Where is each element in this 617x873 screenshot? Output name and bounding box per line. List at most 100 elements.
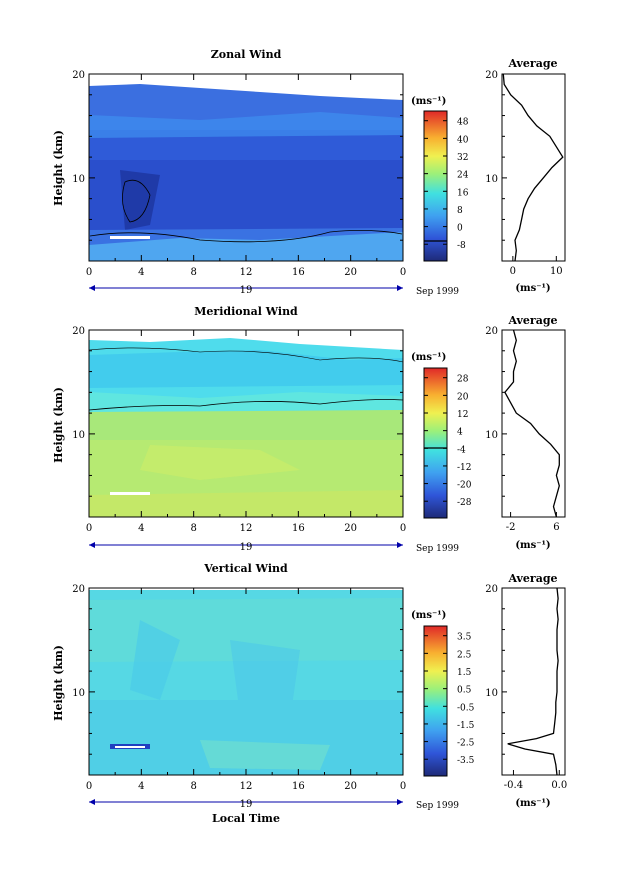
x-tick-label: 12 (240, 781, 253, 792)
profile-title: Average (507, 57, 557, 70)
profile-y-tick-label: 20 (485, 70, 498, 81)
x-tick-label: 20 (344, 523, 357, 534)
colorbar-unit: (ms⁻¹) (411, 96, 446, 107)
colorbar-tick-label: 8 (457, 206, 463, 216)
day-bar: 19 Sep 1999 (89, 542, 459, 554)
x-tick-label: 0 (400, 523, 406, 534)
colorbar-tick-label: 4 (457, 428, 463, 438)
profile-y-tick-label: 20 (485, 326, 498, 337)
y-tick-label: 10 (72, 688, 85, 699)
heatmap-field (88, 338, 404, 517)
x-tick-label: 20 (344, 781, 357, 792)
profile-y-tick-label: 10 (485, 688, 498, 699)
y-tick-label: 10 (72, 430, 85, 441)
colorbar: (ms⁻¹) 28 20 12 4 -4 -12 -20 -28 (411, 352, 472, 519)
colorbar-tick-label: -3.5 (457, 756, 475, 766)
colorbar-tick-label: -8 (457, 241, 466, 251)
day-label: 19 (240, 542, 253, 553)
x-tick-label: 20 (344, 267, 357, 278)
day-label: 19 (240, 799, 253, 810)
x-tick-label: 0 (86, 267, 92, 278)
profile-panel: Average 0 10 10 20 (ms⁻¹) (485, 57, 566, 294)
panel-meridional: Meridional Wind 0 4 8 12 16 20 0 10 20 Height (k… (52, 305, 566, 554)
colorbar-tick-label: 48 (457, 118, 469, 128)
colorbar: (ms⁻¹) 48 40 32 24 16 8 0 -8 (411, 96, 469, 262)
profile-x-tick-label: 0 (510, 266, 516, 277)
x-tick-label: 16 (292, 523, 305, 534)
colorbar-tick-label: 0.5 (457, 686, 472, 696)
x-tick-label: 0 (86, 781, 92, 792)
y-tick-label: 20 (72, 584, 85, 595)
profile-line (502, 73, 564, 262)
x-tick-label: 0 (400, 267, 406, 278)
colorbar-tick-label: -2.5 (457, 739, 475, 749)
profile-y-tick-label: 10 (485, 174, 498, 185)
profile-frame (501, 73, 566, 262)
profile-xlabel: (ms⁻¹) (515, 540, 550, 551)
colorbar-tick-label: 24 (457, 171, 469, 181)
x-tick-label: 16 (292, 267, 305, 278)
profile-y-tick-label: 10 (485, 430, 498, 441)
profile-y-tick-label: 20 (485, 584, 498, 595)
profile-frame (501, 587, 566, 776)
heatmap-axes: 0 4 8 12 16 20 0 10 20 (72, 584, 406, 792)
colorbar-tick-label: -20 (457, 481, 472, 491)
x-tick-label: 8 (190, 267, 196, 278)
x-tick-label: 4 (138, 267, 144, 278)
profile-line (507, 587, 559, 776)
colorbar-tick-label: 3.5 (457, 633, 472, 643)
colorbar-tick-label: 28 (457, 375, 469, 385)
y-axis-label: Height (km) (52, 387, 65, 463)
heatmap-axes: 0 4 8 12 16 20 0 10 20 (72, 70, 406, 278)
x-tick-label: 8 (190, 523, 196, 534)
day-bar: 19 Sep 1999 (89, 285, 459, 297)
y-tick-label: 20 (72, 70, 85, 81)
profile-panel: Average -0.4 0.0 10 20 (ms⁻¹) (485, 572, 567, 809)
date-label: Sep 1999 (416, 801, 459, 811)
panel-title: Vertical Wind (203, 562, 288, 575)
day-label: 19 (240, 285, 253, 296)
date-label: Sep 1999 (416, 544, 459, 554)
colorbar-tick-label: -1.5 (457, 721, 475, 731)
colorbar-tick-label: 2.5 (457, 650, 472, 660)
colorbar-unit: (ms⁻¹) (411, 352, 446, 363)
colorbar-tick-label: -4 (457, 445, 466, 455)
colorbar-tick-label: 16 (457, 188, 469, 198)
profile-x-tick-label: -2 (506, 522, 516, 533)
x-axis-label: Local Time (212, 812, 280, 825)
colorbar-swatch (423, 110, 448, 262)
profile-xlabel: (ms⁻¹) (515, 283, 550, 294)
x-tick-label: 12 (240, 267, 253, 278)
x-tick-label: 0 (86, 523, 92, 534)
profile-title: Average (507, 314, 557, 327)
profile-title: Average (507, 572, 557, 585)
colorbar-swatch (423, 367, 448, 519)
y-axis-label: Height (km) (52, 645, 65, 721)
colorbar-unit: (ms⁻¹) (411, 610, 446, 621)
profile-x-tick-label: -0.4 (504, 780, 523, 791)
colorbar-tick-label: -28 (457, 498, 472, 508)
heatmap-axes: 0 4 8 12 16 20 0 10 20 (72, 326, 406, 534)
date-label: Sep 1999 (416, 287, 459, 297)
y-tick-label: 10 (72, 174, 85, 185)
colorbar-tick-label: -12 (457, 463, 472, 473)
profile-xlabel: (ms⁻¹) (515, 798, 550, 809)
colorbar-tick-label: 20 (457, 392, 469, 402)
x-tick-label: 16 (292, 781, 305, 792)
heatmap-field (89, 84, 403, 261)
colorbar-swatch (423, 625, 448, 777)
colorbar-tick-label: 0 (457, 224, 463, 234)
colorbar-tick-label: 1.5 (457, 668, 472, 678)
panel-title: Zonal Wind (211, 48, 282, 61)
colorbar-tick-label: 32 (457, 153, 468, 163)
x-tick-label: 0 (400, 781, 406, 792)
y-tick-label: 20 (72, 326, 85, 337)
x-tick-label: 4 (138, 781, 144, 792)
x-tick-label: 8 (190, 781, 196, 792)
profile-line (504, 329, 560, 518)
y-axis-label: Height (km) (52, 130, 65, 206)
panel-title: Meridional Wind (194, 305, 298, 318)
colorbar-tick-label: 40 (457, 135, 469, 145)
